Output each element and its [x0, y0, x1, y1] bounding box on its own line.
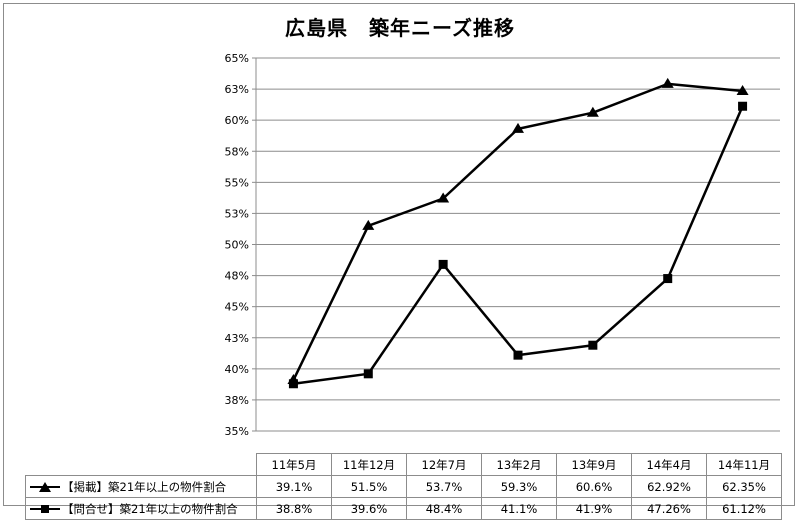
data-point-square	[438, 259, 448, 269]
category-label: 13年2月	[481, 453, 557, 476]
legend-label-series-2: 【問合せ】築21年以上の物件割合	[62, 501, 238, 516]
table-cell: 62.92%	[631, 475, 707, 498]
table-row-series-2: 【問合せ】築21年以上の物件割合 38.8% 39.6% 48.4% 41.1%…	[25, 497, 782, 520]
table-cell: 48.4%	[406, 497, 482, 520]
category-label: 11年12月	[331, 453, 407, 476]
table-cell: 39.6%	[331, 497, 407, 520]
table-corner	[25, 453, 257, 476]
category-label: 11年5月	[256, 453, 332, 476]
y-tick-label: 55%	[225, 176, 249, 189]
category-label: 13年9月	[556, 453, 632, 476]
y-tick-label: 53%	[225, 207, 249, 220]
data-point-triangle	[661, 77, 674, 88]
table-cell: 39.1%	[256, 475, 332, 498]
table-cell: 61.12%	[706, 497, 782, 520]
data-point-square	[513, 350, 523, 360]
legend-entry-series-2: 【問合せ】築21年以上の物件割合	[25, 497, 257, 520]
data-point-square	[588, 340, 598, 350]
legend-entry-series-1: 【掲載】築21年以上の物件割合	[25, 475, 257, 498]
table-cell: 47.26%	[631, 497, 707, 520]
table-cell: 41.9%	[556, 497, 632, 520]
category-label: 14年4月	[631, 453, 707, 476]
chart-title: 広島県 築年ニーズ推移	[285, 16, 515, 40]
y-tick-label: 48%	[225, 270, 249, 283]
table-cell: 62.35%	[706, 475, 782, 498]
y-tick-label: 65%	[225, 52, 249, 65]
data-point-triangle	[586, 106, 599, 117]
y-tick-label: 40%	[225, 363, 249, 376]
table-cell: 41.1%	[481, 497, 557, 520]
table-cell: 60.6%	[556, 475, 632, 498]
table-header-row: 11年5月 11年12月 12年7月 13年2月 13年9月 14年4月 14年…	[25, 453, 782, 476]
data-point-triangle	[437, 192, 450, 203]
data-table: 11年5月 11年12月 12年7月 13年2月 13年9月 14年4月 14年…	[25, 453, 782, 520]
y-tick-label: 50%	[225, 239, 249, 252]
y-tick-label: 38%	[225, 394, 249, 407]
table-cell: 38.8%	[256, 497, 332, 520]
square-marker-legend-icon	[30, 504, 60, 513]
y-tick-label: 63%	[225, 83, 249, 96]
category-label: 14年11月	[706, 453, 782, 476]
triangle-marker-legend-icon	[30, 481, 60, 492]
table-cell: 51.5%	[331, 475, 407, 498]
data-point-triangle	[736, 84, 749, 95]
data-point-triangle	[512, 122, 524, 133]
y-tick-label: 60%	[225, 114, 249, 127]
data-point-triangle	[362, 219, 375, 230]
table-cell: 59.3%	[481, 475, 557, 498]
table-row-series-1: 【掲載】築21年以上の物件割合 39.1% 51.5% 53.7% 59.3% …	[25, 475, 782, 498]
data-point-square	[663, 274, 673, 284]
y-tick-label: 35%	[225, 425, 249, 438]
y-tick-label: 45%	[225, 301, 249, 314]
data-point-square	[288, 379, 298, 389]
category-label: 12年7月	[406, 453, 482, 476]
y-tick-label: 43%	[225, 332, 249, 345]
table-cell: 53.7%	[406, 475, 482, 498]
data-point-square	[363, 369, 373, 379]
y-tick-label: 58%	[225, 145, 249, 158]
legend-label-series-1: 【掲載】築21年以上の物件割合	[62, 479, 227, 494]
data-point-square	[738, 101, 748, 111]
